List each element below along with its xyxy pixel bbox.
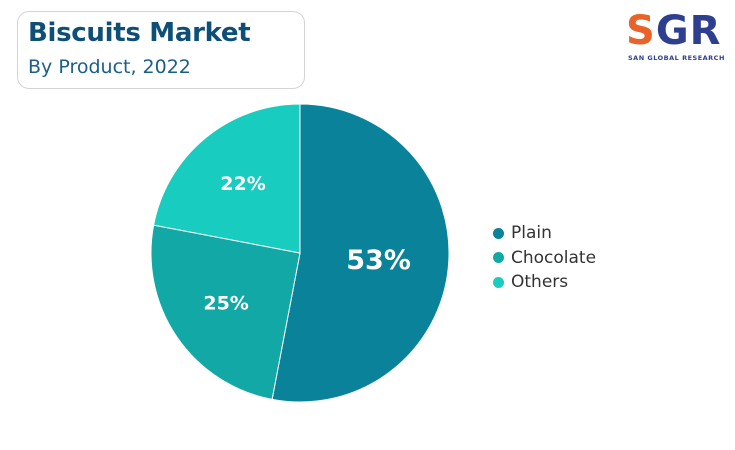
title-box: Biscuits Market By Product, 2022 bbox=[17, 11, 305, 89]
pie-slice-chocolate bbox=[150, 224, 301, 400]
pie-label-chocolate: 25% bbox=[203, 292, 248, 314]
legend-dot-chocolate bbox=[493, 252, 504, 264]
legend-label-plain: Plain bbox=[511, 223, 552, 244]
legend-label-chocolate: Chocolate bbox=[511, 247, 597, 268]
logo-letters: SGR bbox=[626, 8, 721, 54]
chart-subtitle: By Product, 2022 bbox=[28, 56, 191, 78]
legend-dot-others bbox=[493, 276, 504, 288]
logo-letter-s: S bbox=[626, 8, 656, 54]
pie-label-others: 22% bbox=[220, 173, 265, 195]
pie-label-plain: 53% bbox=[346, 245, 411, 276]
legend-dot-plain bbox=[493, 227, 504, 239]
legend-item-plain: Plain bbox=[493, 221, 596, 246]
sgr-logo: SGR SAN GLOBAL RESEARCH bbox=[618, 8, 728, 66]
legend-item-others: Others bbox=[493, 270, 596, 295]
logo-letters-gr: GR bbox=[655, 8, 722, 54]
logo-tagline: SAN GLOBAL RESEARCH bbox=[628, 54, 725, 62]
pie-slice-plain bbox=[271, 103, 450, 403]
chart-title: Biscuits Market bbox=[28, 18, 251, 48]
pie-slice-others bbox=[153, 103, 301, 254]
pie-slices bbox=[150, 103, 450, 403]
legend-item-chocolate: Chocolate bbox=[493, 246, 596, 271]
chart-legend: Plain Chocolate Others bbox=[493, 221, 596, 295]
pie-labels: 53% 25% 22% bbox=[203, 173, 411, 314]
legend-label-others: Others bbox=[511, 272, 569, 293]
